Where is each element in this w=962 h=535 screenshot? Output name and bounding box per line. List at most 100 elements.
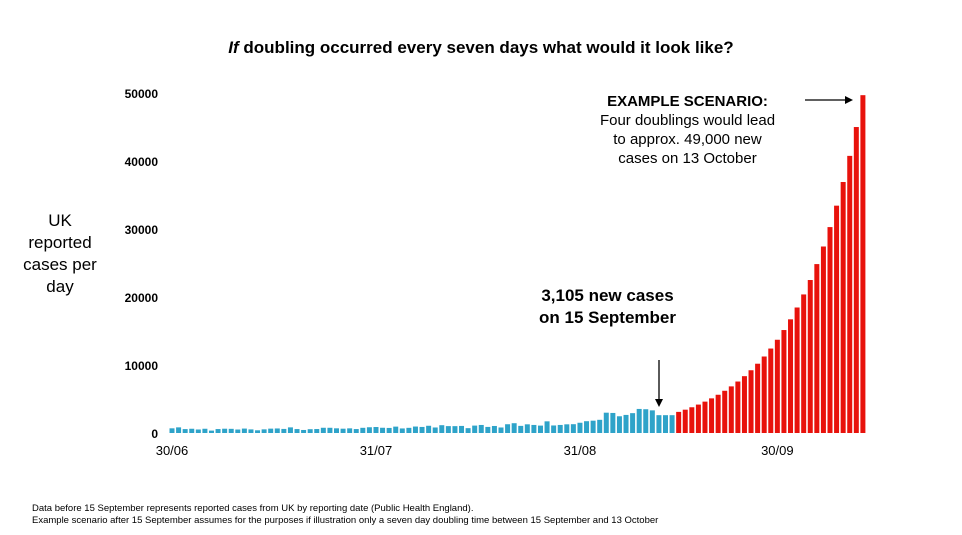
bar-reported (439, 425, 445, 433)
bar-reported (255, 430, 261, 433)
bar-reported (208, 430, 214, 433)
bar-reported (577, 422, 583, 433)
bar-reported (294, 429, 300, 433)
bar-reported (623, 414, 629, 433)
bar-reported (485, 426, 491, 433)
annotation-scenario-line3: cases on 13 October (618, 150, 757, 167)
bar-reported (649, 410, 655, 433)
bar-scenario (741, 376, 747, 433)
bar-reported (399, 428, 405, 433)
annotation-scenario: EXAMPLE SCENARIO: Four doublings would l… (580, 92, 795, 168)
bar-scenario (695, 404, 701, 433)
bar-scenario (689, 407, 695, 433)
bar-reported (544, 421, 550, 433)
bar-scenario (814, 264, 820, 433)
bar-reported (616, 416, 622, 433)
bar-reported (419, 426, 425, 433)
bar-scenario (728, 386, 734, 433)
bar-reported (511, 423, 517, 433)
bar-reported (531, 424, 537, 433)
bar-reported (524, 424, 530, 433)
footnotes: Data before 15 September represents repo… (32, 503, 658, 527)
arrow-head-13-october (845, 96, 853, 104)
bar-reported (478, 424, 484, 433)
bar-reported (261, 429, 267, 433)
bar-scenario (820, 246, 826, 433)
bar-reported (557, 424, 563, 433)
bar-scenario (715, 394, 721, 433)
bar-reported (274, 428, 280, 433)
bar-scenario (781, 330, 787, 433)
bar-reported (380, 427, 386, 433)
bar-reported (182, 429, 188, 433)
arrow-head-15-september (655, 399, 663, 407)
bar-scenario (748, 370, 754, 433)
annotation-scenario-line1: Four doublings would lead (599, 112, 776, 129)
bar-reported (597, 419, 603, 433)
bar-reported (215, 429, 221, 433)
footnote-2: Example scenario after 15 September assu… (32, 515, 659, 526)
bar-reported (445, 426, 451, 433)
bar-reported (228, 428, 234, 433)
bar-reported (393, 426, 399, 433)
bar-reported (452, 426, 458, 433)
bar-scenario (834, 205, 840, 433)
bar-reported (248, 429, 254, 433)
bar-reported (320, 427, 326, 433)
bar-reported (412, 426, 418, 433)
bar-reported (518, 425, 524, 433)
bar-reported (360, 427, 366, 433)
bar-reported (327, 427, 333, 433)
bar-reported (334, 428, 339, 433)
bar-scenario (768, 348, 774, 433)
bar-reported (386, 427, 392, 433)
bar-reported (610, 412, 616, 433)
bar-reported (307, 429, 313, 433)
bar-reported (169, 428, 175, 433)
bar-reported (406, 427, 412, 433)
bar-reported (551, 425, 557, 433)
bar-scenario (682, 409, 688, 433)
bar-reported (590, 420, 596, 433)
bar-reported (347, 428, 353, 433)
bar-reported (222, 428, 228, 433)
bar-scenario (722, 390, 728, 433)
y-axis-label: UK reported cases per day (23, 211, 97, 296)
bar-scenario (755, 363, 761, 433)
annotation-current: 3,105 new cases on 15 September (530, 285, 685, 329)
bar-reported (281, 428, 287, 433)
bar-reported (669, 415, 675, 433)
bar-reported (353, 429, 359, 433)
x-tick-label: 30/06 (156, 443, 189, 458)
bar-reported (570, 424, 576, 433)
bar-reported (287, 427, 293, 433)
chart-title: If doubling occurred every seven days wh… (0, 38, 962, 58)
bar-reported (426, 425, 432, 433)
bar-reported (301, 429, 307, 433)
bar-reported (195, 429, 201, 433)
bar-scenario (860, 95, 866, 434)
bar-reported (564, 424, 570, 433)
bar-reported (656, 415, 662, 433)
bar-scenario (807, 280, 813, 433)
x-tick-label: 30/09 (761, 443, 794, 458)
bar-scenario (735, 381, 741, 433)
bar-reported (643, 409, 649, 433)
y-tick-label: 50000 (125, 87, 159, 101)
x-tick-label: 31/07 (360, 443, 393, 458)
bar-scenario (794, 307, 800, 433)
y-tick-label: 30000 (125, 223, 159, 237)
bar-reported (373, 427, 379, 433)
bar-reported (498, 427, 504, 433)
title-rest: doubling occurred every seven days what … (243, 38, 734, 57)
bar-reported (491, 425, 497, 433)
title-italic: If (228, 38, 239, 57)
bar-scenario (853, 127, 859, 433)
bar-reported (636, 408, 642, 433)
annotation-current-line2: on 15 September (539, 308, 676, 327)
bar-reported (465, 428, 471, 433)
footnote-1: Data before 15 September represents repo… (32, 503, 474, 514)
bar-scenario (709, 398, 715, 433)
bar-reported (663, 415, 668, 433)
